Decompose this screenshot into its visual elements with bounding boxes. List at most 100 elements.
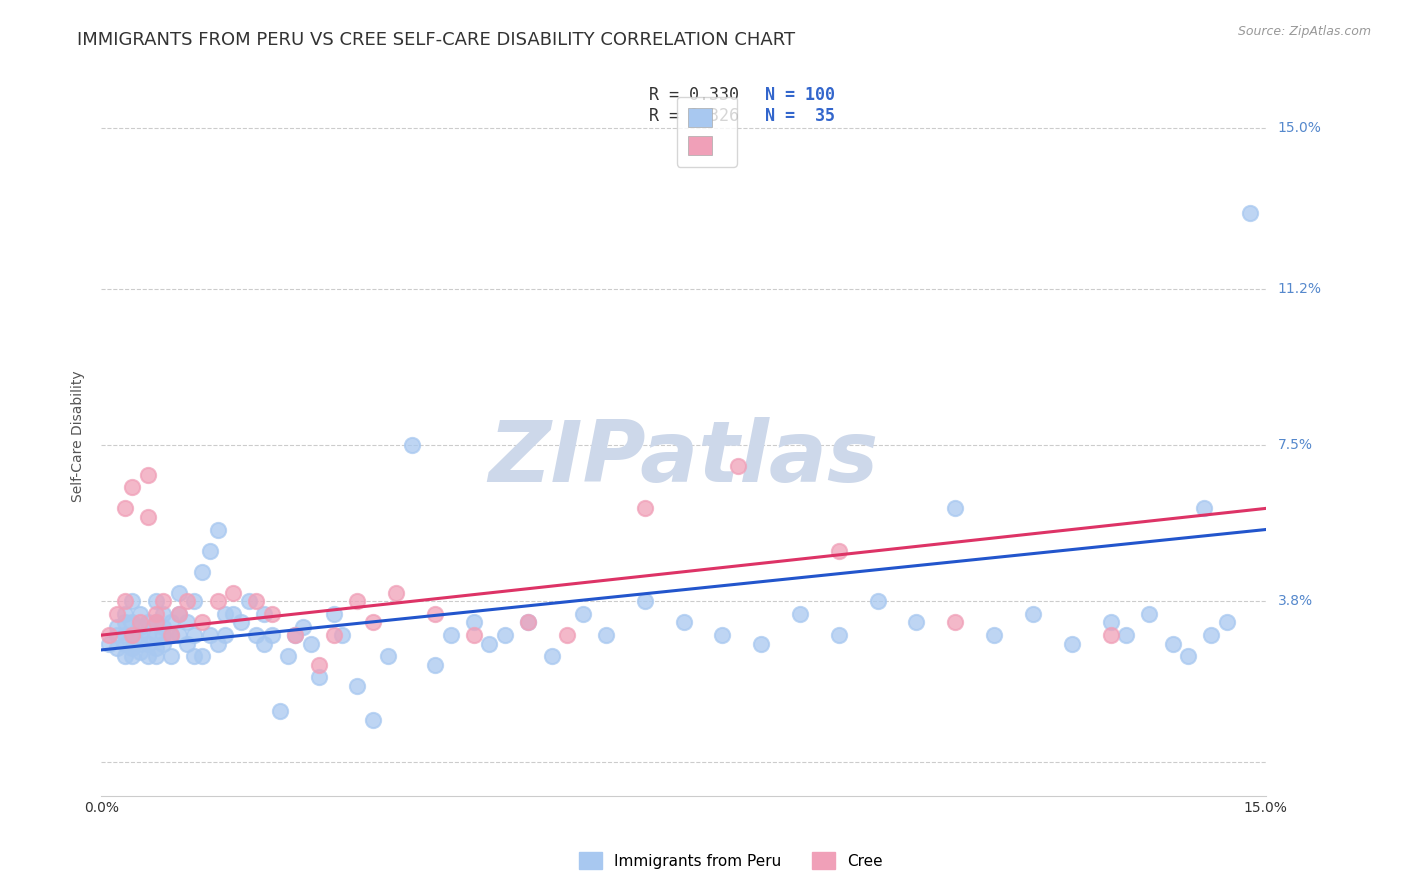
Point [277,649,299,664]
Point [129,620,152,634]
Point [463,615,485,630]
Text: 15.0%: 15.0% [1278,121,1322,136]
Point [866,594,889,608]
Point [494,628,516,642]
Point [943,615,966,630]
Point [121,640,143,655]
Point [183,594,205,608]
Text: 11.2%: 11.2% [1278,282,1322,295]
Point [222,586,245,600]
Point [145,640,167,655]
Point [540,649,562,664]
Point [1216,615,1239,630]
Point [478,637,501,651]
Text: IMMIGRANTS FROM PERU VS CREE SELF-CARE DISABILITY CORRELATION CHART: IMMIGRANTS FROM PERU VS CREE SELF-CARE D… [77,31,796,49]
Point [136,649,159,664]
Point [98,628,121,642]
Point [136,509,159,524]
Point [423,607,446,621]
Point [789,607,811,621]
Point [207,637,229,651]
Point [245,594,267,608]
Point [1177,649,1199,664]
Point [167,607,190,621]
Point [361,615,384,630]
Point [346,679,368,693]
Point [198,543,221,558]
Point [167,628,190,642]
Point [308,657,330,672]
Point [167,586,190,600]
Point [129,607,152,621]
Legend: Immigrants from Peru, Cree: Immigrants from Peru, Cree [574,846,889,875]
Point [385,586,408,600]
Point [423,657,446,672]
Point [238,594,260,608]
Point [229,615,252,630]
Point [828,543,851,558]
Point [121,615,143,630]
Point [207,594,229,608]
Text: N =  35: N = 35 [765,107,835,125]
Y-axis label: Self-Care Disability: Self-Care Disability [72,371,86,502]
Point [129,628,152,642]
Point [114,594,136,608]
Point [1060,637,1083,651]
Point [176,637,198,651]
Point [121,628,143,642]
Point [152,607,174,621]
Point [377,649,399,664]
Point [517,615,540,630]
Point [191,649,214,664]
Text: 3.8%: 3.8% [1278,594,1313,608]
Point [145,615,167,630]
Text: ZIPatlas: ZIPatlas [488,417,879,500]
Point [145,628,167,642]
Point [129,645,152,659]
Text: R = 0.326: R = 0.326 [648,107,738,125]
Point [571,607,593,621]
Point [167,607,190,621]
Point [292,620,315,634]
Point [1201,628,1223,642]
Point [401,438,423,452]
Point [114,637,136,651]
Point [152,628,174,642]
Point [105,640,128,655]
Point [191,615,214,630]
Point [260,628,283,642]
Point [308,670,330,684]
Point [160,615,183,630]
Point [136,637,159,651]
Point [1022,607,1045,621]
Point [121,649,143,664]
Point [183,628,205,642]
Point [183,649,205,664]
Point [114,628,136,642]
Point [114,649,136,664]
Point [245,628,267,642]
Text: R = 0.330: R = 0.330 [648,87,738,104]
Point [152,594,174,608]
Point [727,459,749,474]
Point [176,615,198,630]
Point [1099,628,1122,642]
Point [136,628,159,642]
Point [129,637,152,651]
Point [191,565,214,579]
Point [672,615,695,630]
Point [160,649,183,664]
Point [214,628,236,642]
Point [114,607,136,621]
Legend: , : , [676,96,737,167]
Point [634,501,657,516]
Point [749,637,772,651]
Point [330,628,353,642]
Point [253,607,276,621]
Point [1115,628,1137,642]
Point [114,615,136,630]
Point [129,615,152,630]
Point [905,615,928,630]
Point [145,607,167,621]
Point [1137,607,1160,621]
